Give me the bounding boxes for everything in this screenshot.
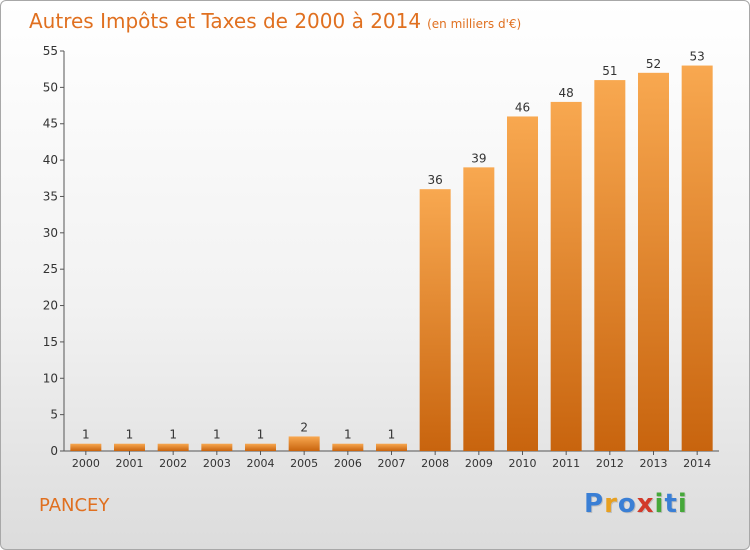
y-tick-label: 0 — [50, 444, 58, 458]
x-tick-label: 2011 — [552, 457, 580, 470]
x-tick-label: 2008 — [421, 457, 449, 470]
logo-letter: r — [604, 489, 618, 519]
bar — [288, 436, 320, 451]
y-tick-label: 20 — [43, 299, 58, 313]
y-tick-label: 25 — [43, 262, 58, 276]
y-tick-label: 15 — [43, 335, 58, 349]
bar — [157, 443, 189, 451]
logo-letter: t — [664, 489, 678, 519]
y-tick-label: 45 — [43, 117, 58, 131]
x-tick-label: 2004 — [247, 457, 275, 470]
bar-value-label: 2 — [300, 420, 308, 434]
bar — [70, 443, 102, 451]
bar-value-label: 1 — [213, 428, 221, 442]
logo-letter: i — [677, 489, 688, 519]
chart-title-unit: (en milliers d'€) — [427, 17, 522, 31]
y-tick-label: 10 — [43, 371, 58, 385]
x-tick-label: 2007 — [378, 457, 406, 470]
bar-value-label: 52 — [646, 57, 661, 71]
chart-title-text: Autres Impôts et Taxes de 2000 à 2014 — [29, 9, 422, 33]
x-tick-label: 2006 — [334, 457, 362, 470]
bar — [245, 443, 276, 451]
bar-value-label: 53 — [690, 50, 705, 64]
bar-value-label: 39 — [471, 151, 486, 165]
bar-value-label: 1 — [169, 428, 177, 442]
bar — [419, 189, 451, 451]
logo-letter: o — [617, 489, 637, 519]
bar — [507, 116, 538, 452]
bar — [681, 65, 713, 451]
x-tick-label: 2014 — [683, 457, 711, 470]
bar — [463, 167, 495, 451]
y-tick-label: 55 — [43, 44, 58, 58]
proxiti-logo: Proxiti — [584, 489, 688, 519]
x-tick-label: 2010 — [509, 457, 537, 470]
bar-value-label: 1 — [82, 428, 90, 442]
bar — [201, 443, 233, 451]
x-tick-label: 2013 — [640, 457, 668, 470]
y-tick-label: 35 — [43, 189, 58, 203]
y-tick-label: 5 — [50, 408, 58, 422]
bar — [114, 443, 145, 451]
bar-value-label: 1 — [344, 428, 352, 442]
bar-value-label: 1 — [257, 428, 265, 442]
bar-value-label: 36 — [428, 173, 443, 187]
bar — [550, 101, 582, 451]
bar-value-label: 46 — [515, 100, 530, 114]
bar — [594, 80, 626, 451]
bar-value-label: 1 — [388, 428, 396, 442]
x-tick-label: 2012 — [596, 457, 624, 470]
x-tick-label: 2000 — [72, 457, 100, 470]
logo-letter: x — [636, 489, 655, 519]
y-tick-label: 50 — [43, 80, 58, 94]
chart-title: Autres Impôts et Taxes de 2000 à 2014 (en… — [29, 9, 521, 33]
x-tick-label: 2001 — [116, 457, 144, 470]
y-tick-label: 30 — [43, 226, 58, 240]
x-tick-label: 2005 — [290, 457, 318, 470]
bar — [332, 443, 364, 451]
bar — [376, 443, 407, 451]
y-tick-label: 40 — [43, 153, 58, 167]
commune-name: PANCEY — [39, 495, 110, 516]
x-tick-label: 2003 — [203, 457, 231, 470]
bar-value-label: 48 — [559, 86, 574, 100]
x-tick-label: 2009 — [465, 457, 493, 470]
logo-letter: P — [584, 489, 605, 519]
logo-letter: i — [654, 489, 665, 519]
bar — [638, 72, 669, 452]
bar-value-label: 51 — [602, 64, 617, 78]
x-tick-label: 2002 — [159, 457, 187, 470]
bar-value-label: 1 — [126, 428, 134, 442]
